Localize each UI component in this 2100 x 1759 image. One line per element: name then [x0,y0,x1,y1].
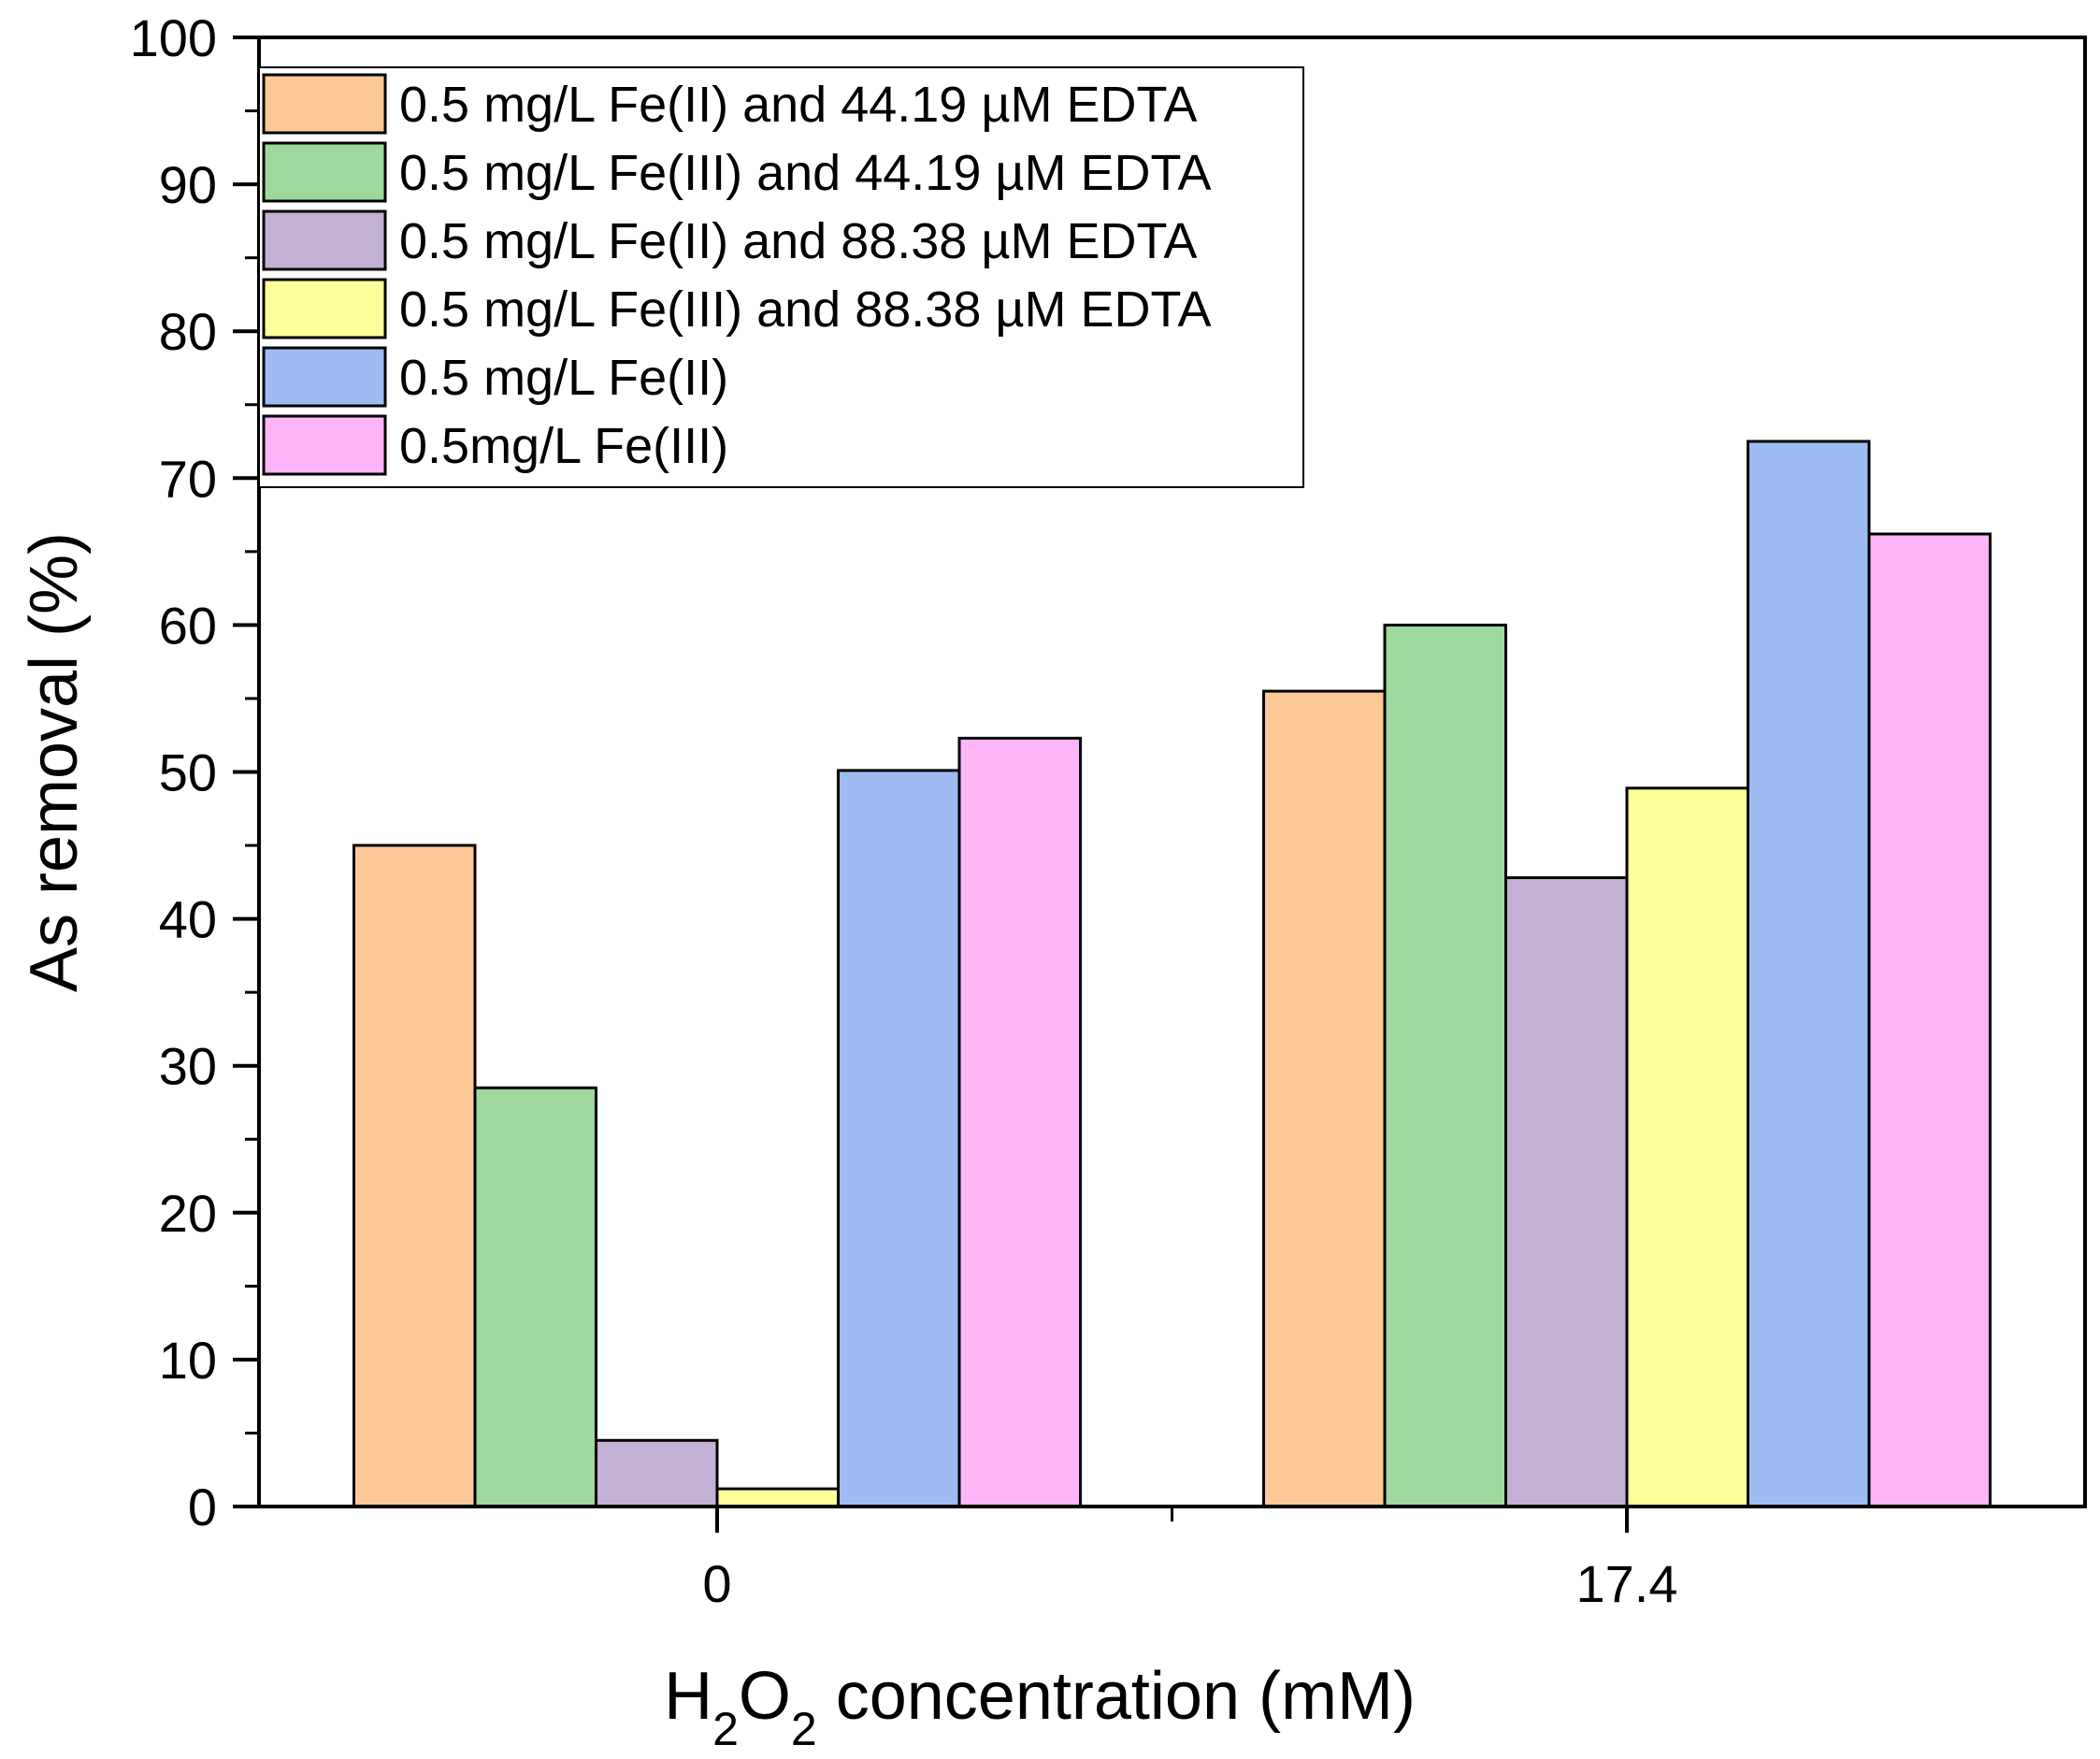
bar-3-17-4 [1504,876,1629,1508]
x-tick-label-0: 0 [702,1554,731,1613]
bar-1-0 [352,843,477,1508]
y-axis-title: As removal (%) [17,532,92,992]
y-tick-label-60: 60 [159,596,217,655]
bar-6-17-4 [1867,532,1992,1508]
bar-5-17-4 [1747,440,1871,1508]
legend-label-5: 0.5 mg/L Fe(II) [399,350,728,406]
y-tick-label-80: 80 [159,302,217,361]
y-tick-label-0: 0 [188,1478,217,1536]
x-tick-label-17-4: 17.4 [1576,1554,1678,1613]
bar-5-0 [837,769,961,1508]
bar-4-0 [715,1487,840,1508]
ticks-layer: 0 10 20 30 40 50 60 70 80 90 100 0 17.4 [130,8,1678,1613]
bar-3-0 [595,1438,719,1508]
y-tick-label-90: 90 [159,155,217,214]
bar-2-0 [473,1086,597,1508]
legend-label-6: 0.5mg/L Fe(III) [399,418,728,474]
legend-swatch-4 [262,278,387,339]
bar-2-17-4 [1383,623,1507,1508]
legend-swatch-2 [262,141,387,203]
bars-layer [352,440,1992,1508]
y-tick-label-100: 100 [130,8,217,67]
legend-label-4: 0.5 mg/L Fe(III) and 88.38 µM EDTA [399,281,1211,338]
legend-swatch-5 [262,346,387,408]
y-tick-label-30: 30 [159,1037,217,1096]
y-tick-label-50: 50 [159,743,217,802]
legend-frame [258,66,1304,488]
legend-swatch-3 [262,209,387,271]
y-tick-label-10: 10 [159,1331,217,1390]
y-tick-label-70: 70 [159,449,217,508]
y-tick-label-20: 20 [159,1184,217,1243]
bar-1-17-4 [1262,689,1387,1508]
bar-6-0 [957,736,1082,1508]
legend: 0.5 mg/L Fe(II) and 44.19 µM EDTA 0.5 mg/… [258,66,1304,488]
bar-4-17-4 [1625,786,1749,1508]
legend-label-1: 0.5 mg/L Fe(II) and 44.19 µM EDTA [399,77,1197,133]
legend-label-2: 0.5 mg/L Fe(III) and 44.19 µM EDTA [399,145,1211,201]
x-axis-title: H2O2 concentration (mM) [664,1659,1416,1755]
legend-swatch-1 [262,73,387,135]
y-tick-label-40: 40 [159,890,217,949]
legend-swatch-6 [262,414,387,476]
legend-label-3: 0.5 mg/L Fe(II) and 88.38 µM EDTA [399,213,1197,269]
